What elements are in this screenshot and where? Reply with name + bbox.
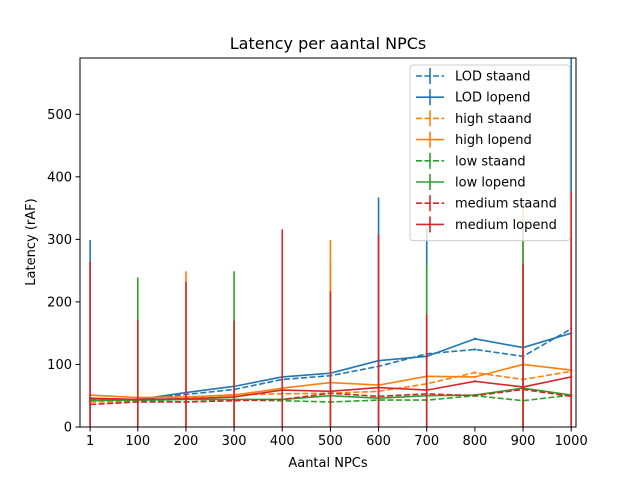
legend-item-medium-lopend: medium lopend	[416, 216, 557, 233]
x-tick-label: 600	[366, 434, 391, 449]
data-point	[473, 375, 477, 379]
legend-label: medium lopend	[455, 218, 557, 233]
data-point	[281, 388, 284, 392]
x-tick-label: 500	[318, 434, 343, 449]
y-tick-label: 0	[64, 421, 72, 436]
series-medium-lopend	[88, 192, 573, 427]
chart-title: Latency per aantal NPCs	[230, 34, 426, 53]
y-axis-label: Latency (rAF)	[24, 198, 39, 285]
data-point	[232, 395, 236, 399]
axes: 1 100 200 300 400 500 600 700 800 900 1000 0 100 200 3…	[47, 57, 588, 449]
x-tick-label: 1000	[555, 434, 588, 449]
y-tick-label: 500	[47, 108, 72, 123]
data-point	[136, 398, 139, 401]
y-tick-label: 300	[47, 233, 72, 248]
x-tick-label: 300	[222, 434, 247, 449]
data-point	[473, 348, 477, 351]
legend-label: low staand	[455, 154, 526, 169]
y-tick-label: 400	[47, 170, 72, 185]
data-point	[473, 394, 477, 397]
x-tick-label: 900	[511, 434, 536, 449]
data-point	[329, 390, 332, 393]
plot-area	[88, 58, 573, 427]
legend-item-lod-lopend: LOD lopend	[416, 89, 530, 106]
data-point	[184, 397, 188, 401]
x-axis-label: Aantal NPCs	[288, 456, 368, 471]
data-point	[473, 371, 477, 374]
data-point	[521, 385, 525, 389]
y-tick-label: 100	[47, 358, 72, 373]
legend-item-high-staand: high staand	[416, 110, 532, 127]
legend-label: high staand	[455, 112, 532, 127]
y-tick-label: 200	[47, 295, 72, 310]
legend-item-low-lopend: low lopend	[416, 174, 526, 191]
legend-item-low-staand: low staand	[416, 152, 526, 169]
data-point	[473, 380, 477, 383]
legend-label: LOD staand	[455, 70, 530, 85]
x-tick-label: 200	[174, 434, 199, 449]
x-tick-label: 100	[125, 434, 150, 449]
legend-box	[409, 64, 571, 242]
data-point	[569, 375, 573, 379]
x-tick-label: 1	[86, 434, 94, 449]
legend-label: medium staand	[455, 197, 557, 212]
legend-label: high lopend	[455, 133, 532, 148]
data-point	[377, 386, 380, 389]
x-tick-label: 400	[270, 434, 295, 449]
data-point	[425, 388, 428, 392]
legend-label: low lopend	[455, 176, 526, 191]
legend-item-high-lopend: high lopend	[416, 131, 532, 148]
axes-frame	[79, 57, 577, 428]
data-point	[88, 397, 92, 400]
legend: LOD staand LOD lopend high staand high lope…	[409, 64, 571, 242]
data-point	[473, 337, 477, 341]
legend-item-lod-staand: LOD staand	[416, 68, 530, 85]
legend-item-medium-staand: medium staand	[416, 195, 557, 212]
legend-label: LOD lopend	[455, 91, 530, 106]
x-tick-label: 800	[462, 434, 487, 449]
x-tick-label: 700	[414, 434, 439, 449]
